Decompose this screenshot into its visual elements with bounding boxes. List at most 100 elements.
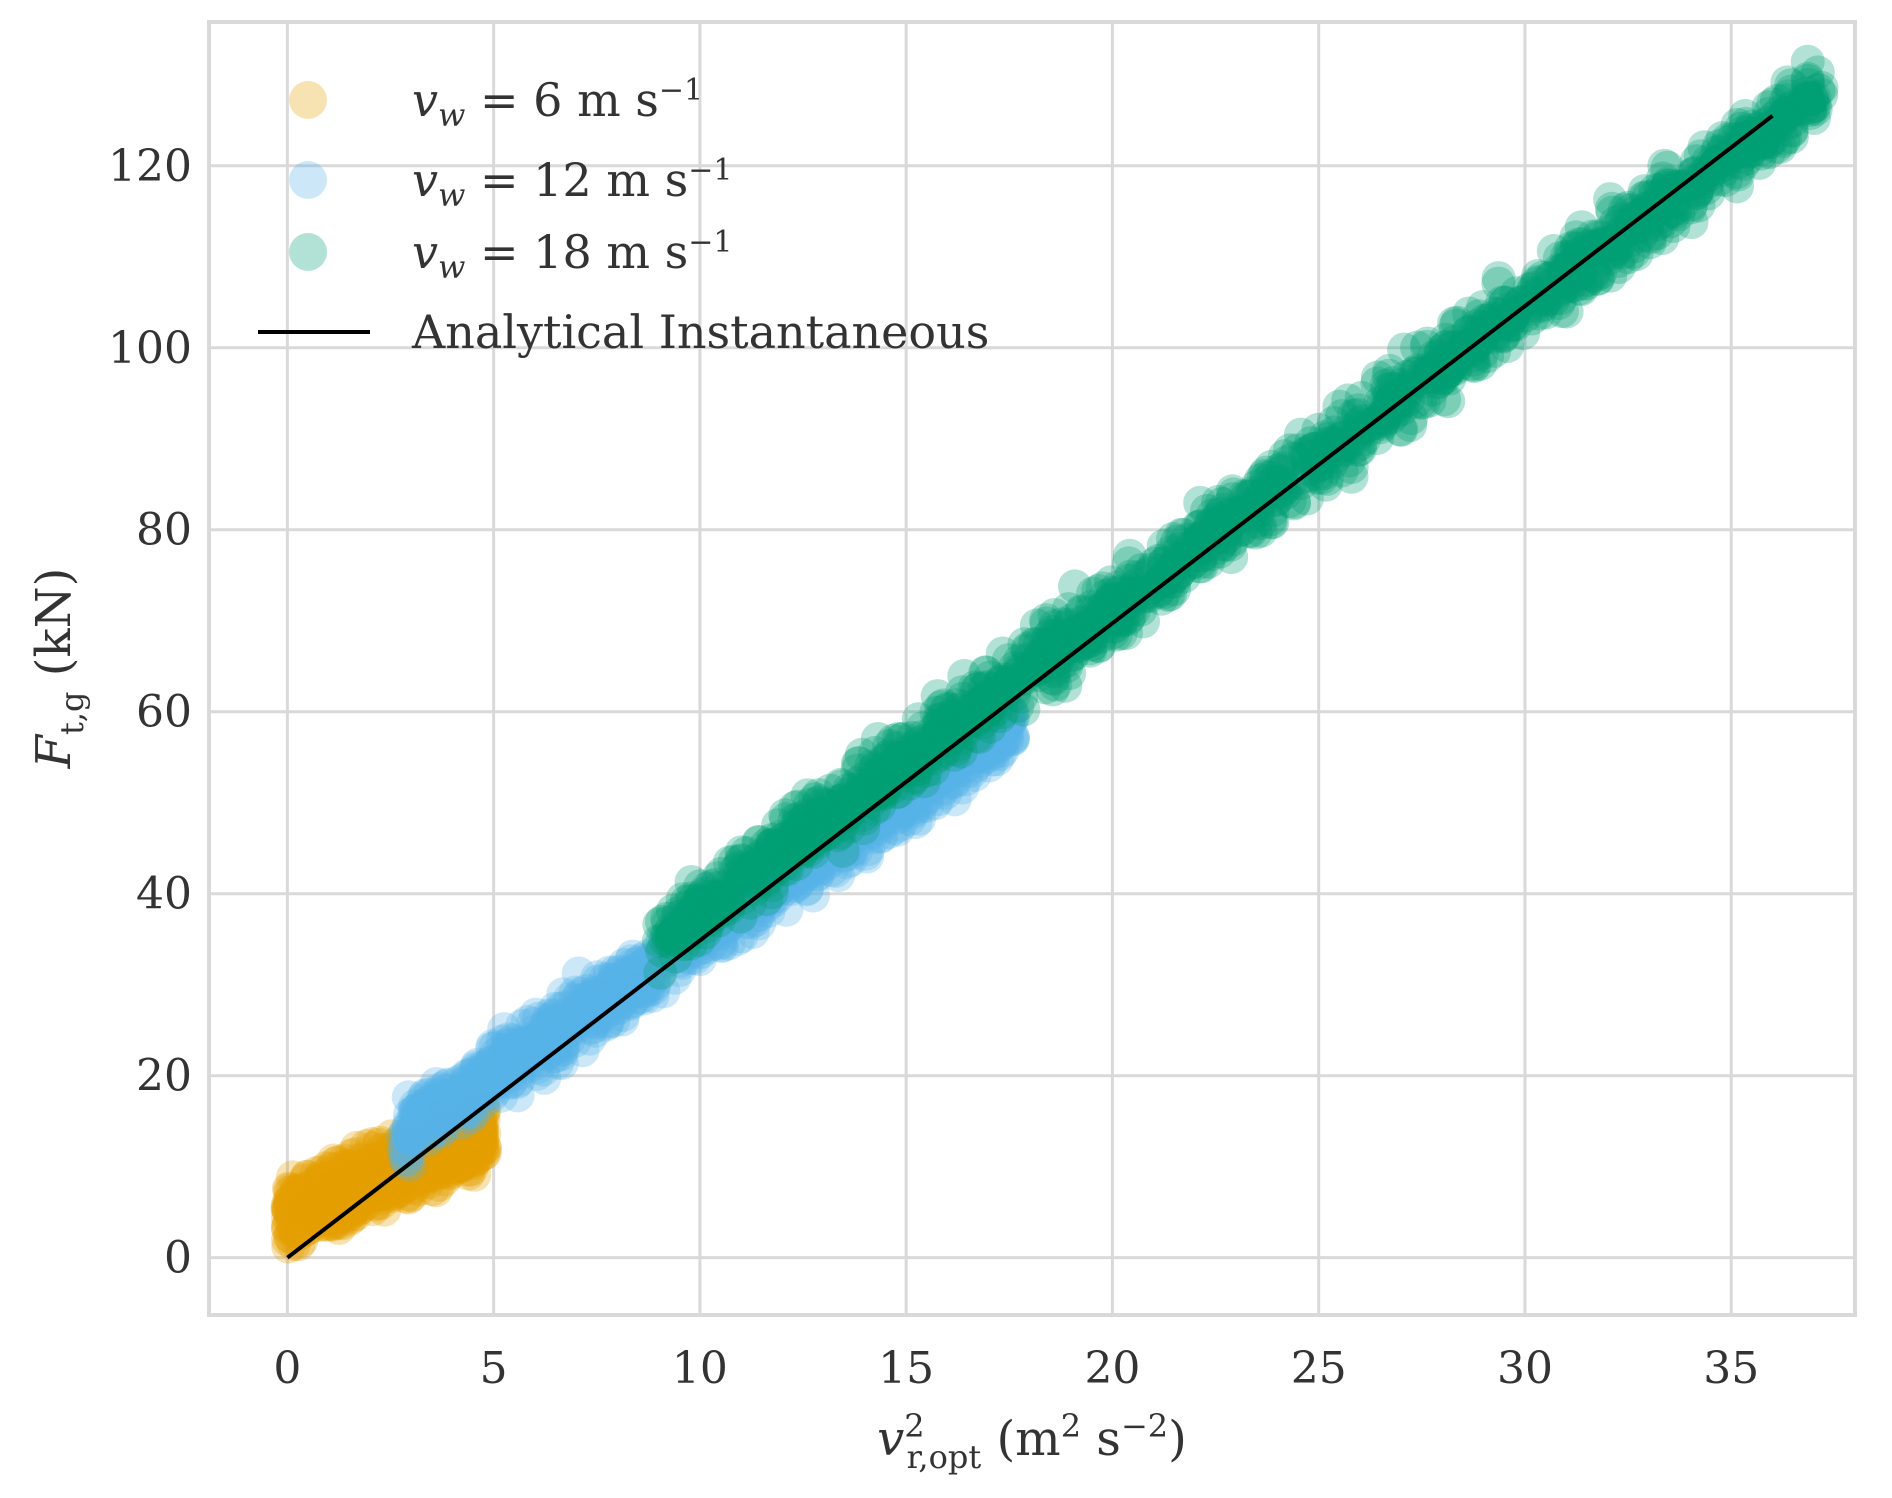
scatter-point (408, 1125, 443, 1160)
scatter-point (425, 1141, 460, 1176)
scatter-point (1758, 130, 1793, 165)
scatter-point (374, 1137, 409, 1172)
scatter-point (549, 1004, 584, 1039)
scatter-point (599, 957, 634, 992)
scatter-point (987, 707, 1021, 742)
scatter-point (326, 1162, 361, 1197)
scatter-point (321, 1190, 356, 1225)
scatter-point (972, 709, 1007, 744)
scatter-point (1517, 271, 1552, 305)
scatter-point (755, 857, 790, 892)
scatter-point (293, 1210, 328, 1245)
scatter-point (304, 1170, 339, 1205)
scatter-point (770, 862, 805, 897)
scatter-point (994, 694, 1029, 729)
scatter-point (284, 1180, 319, 1215)
scatter-point (403, 1128, 438, 1163)
scatter-point (674, 865, 709, 899)
scatter-point (751, 893, 786, 928)
scatter-point (1018, 627, 1053, 662)
scatter-point (493, 1047, 528, 1082)
legend-marker (289, 233, 327, 271)
scatter-point (1665, 187, 1700, 222)
scatter-point (388, 1141, 423, 1176)
scatter-point (982, 728, 1017, 763)
scatter-point (452, 1130, 486, 1165)
scatter-point (763, 856, 798, 891)
scatter-point (859, 776, 894, 811)
scatter-point (1280, 433, 1315, 468)
scatter-point (298, 1172, 333, 1207)
scatter-point (969, 731, 1004, 766)
scatter-point (535, 1025, 569, 1060)
scatter-point (309, 1151, 344, 1186)
scatter-point (297, 1178, 332, 1213)
scatter-point (442, 1132, 477, 1166)
scatter-point (803, 851, 837, 886)
scatter-point (325, 1206, 360, 1241)
scatter-point (622, 974, 657, 1009)
scatter-point (304, 1162, 339, 1197)
scatter-point (623, 975, 658, 1010)
scatter-point (675, 908, 710, 943)
scatter-point (1752, 110, 1787, 145)
scatter-point (745, 868, 780, 902)
scatter-point (1741, 116, 1776, 151)
scatter-point (396, 1103, 431, 1138)
scatter-point (343, 1164, 378, 1198)
scatter-point (679, 899, 714, 934)
scatter-point (902, 765, 937, 800)
scatter-point (724, 844, 759, 878)
scatter-point (754, 828, 789, 863)
scatter-point (1051, 607, 1086, 642)
scatter-point (399, 1135, 434, 1170)
scatter-point (512, 1029, 547, 1064)
scatter-point (286, 1192, 321, 1227)
scatter-point (293, 1198, 328, 1233)
scatter-point (1412, 352, 1447, 387)
scatter-point (753, 875, 788, 910)
scatter-point (936, 764, 971, 799)
scatter-point (292, 1184, 327, 1219)
scatter-point (395, 1149, 430, 1184)
scatter-point (1201, 502, 1236, 536)
scatter-point (728, 852, 763, 887)
scatter-point (510, 1004, 545, 1039)
scatter-point (596, 962, 631, 997)
scatter-point (273, 1219, 308, 1254)
scatter-point (462, 1113, 497, 1148)
scatter-point (334, 1179, 369, 1214)
scatter-point (875, 786, 910, 821)
scatter-point (1495, 307, 1530, 342)
scatter-point (995, 702, 1030, 737)
scatter-point (299, 1176, 334, 1211)
scatter-point (403, 1144, 438, 1179)
scatter-point (758, 855, 793, 890)
scatter-point (1616, 234, 1651, 269)
scatter-point (931, 765, 966, 800)
scatter-point (867, 803, 902, 838)
scatter-point (1577, 230, 1612, 265)
scatter-point (957, 758, 992, 793)
scatter-point (527, 1031, 562, 1066)
scatter-point (302, 1174, 337, 1209)
scatter-point (295, 1177, 330, 1212)
scatter-point (1490, 308, 1525, 343)
scatter-point (339, 1143, 374, 1178)
scatter-point (402, 1146, 437, 1180)
scatter-point (363, 1177, 397, 1212)
scatter-point (752, 876, 787, 911)
scatter-point (883, 722, 918, 757)
scatter-point (446, 1132, 481, 1167)
scatter-point (1437, 306, 1471, 341)
scatter-point (455, 1143, 489, 1178)
scatter-point (847, 807, 882, 842)
scatter-point (329, 1160, 363, 1195)
scatter-point (988, 718, 1023, 753)
scatter-point (613, 985, 648, 1020)
scatter-point (696, 885, 731, 920)
scatter-point (462, 1088, 497, 1122)
scatter-point (972, 748, 1006, 783)
scatter-point (414, 1140, 449, 1175)
scatter-point (402, 1149, 437, 1184)
